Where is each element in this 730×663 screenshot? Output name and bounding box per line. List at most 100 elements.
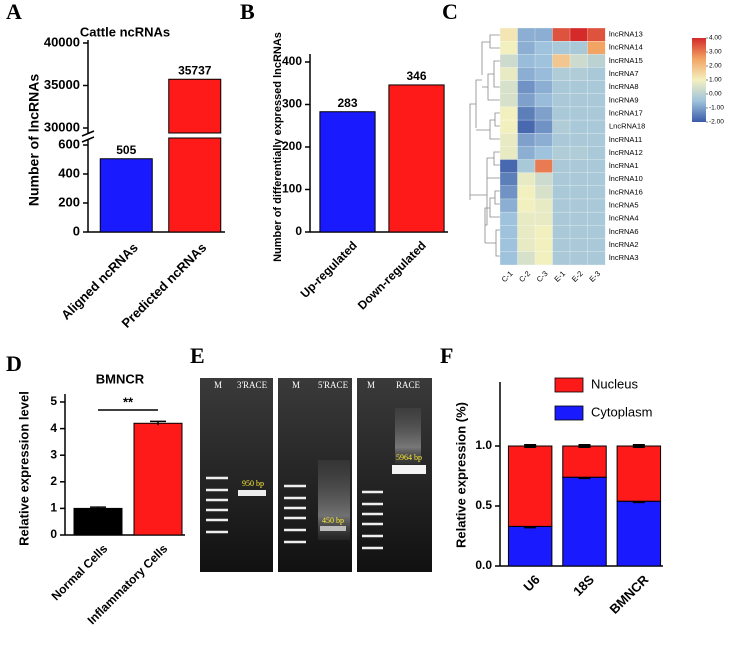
y-tick-label: 1 bbox=[50, 501, 57, 515]
y-axis-label: Relative expression level bbox=[16, 391, 31, 546]
row-label: lncRNA7 bbox=[609, 69, 639, 78]
y-tick-label: 0 bbox=[50, 527, 57, 541]
y-tick-label: 4 bbox=[50, 421, 57, 435]
heatmap-cell bbox=[587, 172, 606, 187]
y-tick-label: 0.5 bbox=[475, 498, 492, 512]
y-tick-label: 0 bbox=[295, 224, 302, 238]
row-label: lncRNA12 bbox=[609, 148, 643, 157]
heatmap-cell bbox=[587, 185, 606, 200]
bar bbox=[319, 111, 376, 233]
y-tick-label: 0 bbox=[73, 223, 80, 238]
heatmap-cell bbox=[569, 67, 588, 82]
heatmap-cell bbox=[517, 133, 536, 147]
heatmap-cell bbox=[552, 133, 571, 147]
error-bar bbox=[150, 420, 166, 426]
bar-segment bbox=[562, 476, 607, 567]
heatmap-cell bbox=[552, 67, 571, 82]
colorbar-label: 4.00 bbox=[709, 35, 722, 42]
heatmap-cell bbox=[552, 80, 571, 95]
heatmap-cell bbox=[517, 251, 536, 266]
value-label: 505 bbox=[116, 143, 136, 157]
y-tick-label: 3 bbox=[50, 447, 57, 461]
chart-title: Cattle ncRNAs bbox=[80, 24, 170, 39]
x-tick-label: 18S bbox=[570, 572, 597, 599]
bar bbox=[73, 507, 123, 536]
error-bar bbox=[524, 444, 537, 448]
heatmap-cell bbox=[534, 27, 553, 42]
heatmap-cell bbox=[552, 27, 571, 42]
row-label: lncRNA6 bbox=[609, 227, 639, 236]
heatmap-cell bbox=[534, 225, 553, 239]
y-axis-label: Number of differentially expressed lncRN… bbox=[272, 32, 284, 262]
bar-segment bbox=[616, 500, 662, 567]
heatmap-cell bbox=[552, 238, 571, 252]
panel-letter: E bbox=[190, 343, 205, 368]
y-tick-label: 35000 bbox=[44, 77, 80, 92]
band-label: 5964 bp bbox=[396, 453, 422, 462]
heatmap-cell bbox=[569, 146, 588, 160]
heatmap-cell bbox=[499, 146, 518, 160]
y-tick-label: 5 bbox=[50, 394, 57, 408]
heatmap-cell bbox=[587, 67, 606, 82]
error-bar bbox=[90, 506, 106, 510]
heatmap-cell bbox=[587, 198, 606, 213]
lane-label: M bbox=[292, 380, 300, 390]
column-label: C-2 bbox=[517, 269, 532, 284]
column-label: C-3 bbox=[535, 269, 550, 284]
heatmap-cell bbox=[569, 41, 588, 55]
bar bbox=[168, 78, 222, 233]
panel-letter: D bbox=[6, 351, 22, 376]
row-label: lncRNA16 bbox=[609, 187, 643, 196]
lane-label: 5'RACE bbox=[318, 380, 349, 390]
colorbar-label: 1.00 bbox=[709, 77, 722, 84]
heatmap-cell bbox=[552, 159, 571, 174]
heatmap-cell bbox=[534, 251, 553, 266]
heatmap-cell bbox=[499, 133, 518, 147]
dendrogram bbox=[469, 34, 500, 257]
heatmap-cell bbox=[552, 225, 571, 239]
heatmap-cell bbox=[587, 211, 606, 226]
heatmap-cell bbox=[499, 80, 518, 95]
row-label: lncRNA8 bbox=[609, 82, 639, 91]
heatmap-cell bbox=[552, 185, 571, 200]
heatmap-cell bbox=[534, 41, 553, 55]
heatmap-cell bbox=[517, 211, 536, 226]
heatmap-cell bbox=[517, 172, 536, 187]
panel-letter: B bbox=[240, 0, 255, 24]
heatmap-cell bbox=[517, 225, 536, 239]
panel-letter: A bbox=[6, 0, 22, 24]
heatmap-cell bbox=[499, 93, 518, 108]
heatmap-cell bbox=[552, 41, 571, 55]
heatmap-cell bbox=[517, 93, 536, 108]
heatmap-cell bbox=[517, 41, 536, 55]
y-tick-label: 30000 bbox=[44, 119, 80, 134]
y-tick-label: 40000 bbox=[44, 34, 80, 49]
row-label: LncRNA18 bbox=[609, 122, 645, 131]
heatmap-cell bbox=[499, 106, 518, 121]
heatmap-cell bbox=[569, 93, 588, 108]
y-tick-label: 100 bbox=[282, 182, 302, 196]
heatmap-cell bbox=[587, 93, 606, 108]
heatmap-cell bbox=[552, 146, 571, 160]
heatmap-cell bbox=[587, 106, 606, 121]
heatmap-cell bbox=[569, 185, 588, 200]
heatmap-cell bbox=[534, 106, 553, 121]
heatmap-cell bbox=[499, 198, 518, 213]
heatmap-cell bbox=[499, 27, 518, 42]
heatmap-cell bbox=[552, 54, 571, 68]
lane-label: M bbox=[214, 380, 222, 390]
row-label: lncRNA4 bbox=[609, 214, 639, 223]
error-bar bbox=[578, 444, 591, 448]
heatmap-cell bbox=[587, 27, 606, 42]
colorbar-label: 2.00 bbox=[709, 63, 722, 70]
legend-swatch bbox=[554, 377, 584, 393]
panel-letter: C bbox=[442, 0, 458, 24]
x-tick-label: Down-regulated bbox=[355, 238, 429, 312]
heatmap-cell bbox=[569, 225, 588, 239]
legend-label: Nucleus bbox=[591, 376, 638, 391]
row-label: lncRNA3 bbox=[609, 253, 639, 262]
x-tick-label: Up-regulated bbox=[298, 238, 360, 300]
band-label: 450 bp bbox=[322, 516, 344, 525]
heatmap-cell bbox=[587, 133, 606, 147]
